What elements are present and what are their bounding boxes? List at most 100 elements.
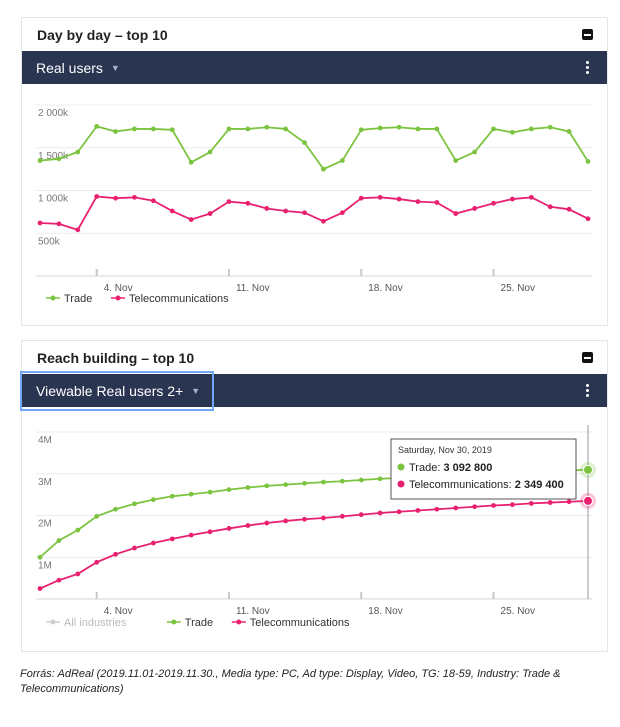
legend-item-all-industries[interactable]: All industries [46,617,127,629]
data-point [510,129,515,135]
data-point [396,509,402,515]
data-point [207,489,213,495]
data-point [321,479,326,485]
data-point [264,206,270,211]
data-point [453,158,459,163]
data-point [396,196,402,202]
data-point [547,500,553,505]
data-point [358,477,364,483]
data-point [396,124,402,130]
data-point [94,559,100,565]
data-point [585,216,591,222]
x-tick-mark [95,592,98,599]
legend-swatch-dot [50,619,56,625]
data-point [415,126,421,132]
kebab-menu-icon[interactable] [586,61,589,74]
x-tick-mark [492,592,495,599]
legend-item-telecommunications[interactable]: Telecommunications [231,617,350,629]
data-point [302,140,307,146]
collapse-icon[interactable] [582,29,593,40]
x-tick-label: 11. Nov [236,606,270,617]
data-point [37,554,43,560]
data-point [245,485,251,490]
legend-item-trade[interactable]: Trade [46,293,92,305]
x-tick-mark [360,592,363,599]
data-point [510,502,515,508]
data-point [113,195,118,201]
metric-dropdown[interactable]: Real users ▼ [36,60,120,76]
data-point [264,483,270,489]
data-point [207,529,213,535]
data-point [302,516,307,522]
panel-header: Day by day – top 10 [22,18,607,51]
data-point [528,194,534,200]
legend-label: Trade [185,617,213,629]
x-tick-label: 25. Nov [501,606,535,617]
data-point [56,156,62,162]
data-point [434,200,440,205]
chevron-down-icon: ▼ [110,62,120,73]
x-tick-label: 18. Nov [368,606,402,617]
data-point [75,571,81,577]
data-point [150,126,156,132]
data-point [94,513,100,519]
data-point [377,476,383,482]
x-tick-mark [227,592,230,599]
day-by-day-chart: 500k 1 000k 1 500k 2 000k 4. Nov 11. Nov 18. N… [36,104,592,305]
x-tick-label: 25. Nov [501,283,535,294]
legend-label: Trade [64,293,92,305]
data-point [528,500,534,506]
data-point [283,208,289,214]
legend-item-telecommunications[interactable]: Telecommunications [111,293,229,305]
data-point [434,506,440,512]
y-tick-label: 1 500k [38,151,69,162]
data-point [339,158,345,163]
panel-header: Reach building – top 10 [22,341,607,374]
data-point [75,527,81,533]
data-point [415,199,421,205]
legend-swatch-dot [115,295,121,301]
data-point [132,501,137,507]
metric-dropdown[interactable]: Viewable Real users 2+ ▼ [19,370,215,411]
data-point [37,158,43,163]
x-tick-mark [360,269,363,276]
data-point [56,538,62,543]
data-point [226,199,232,205]
data-point [226,126,232,132]
data-point [510,196,515,202]
data-point [188,491,194,497]
data-point [132,194,137,200]
data-point [150,497,156,503]
data-point [434,126,440,132]
data-point [132,126,137,132]
data-point [94,123,100,129]
legend-swatch-dot [50,295,56,301]
data-point [377,510,383,516]
data-point [566,206,572,212]
metric-dropdown-label: Real users [36,59,103,76]
legend-item-trade[interactable]: Trade [166,617,213,629]
data-point [491,200,496,206]
kebab-menu-icon[interactable] [586,384,589,397]
legend-label: All industries [64,617,127,629]
series-line [39,500,589,590]
data-point [188,532,194,538]
data-point [339,210,345,216]
x-tick-label: 4. Nov [104,283,133,294]
data-point [358,195,364,201]
data-point [264,124,270,130]
collapse-icon[interactable] [582,352,593,363]
data-point [169,208,175,214]
tooltip-row-label: Telecommunications: [409,479,515,491]
reach-building-chart: 1M 2M 3M 4M 4. Nov 11. Nov 18. Nov 25. Nov All i… [36,425,596,629]
x-tick-label: 18. Nov [368,283,402,294]
y-tick-label: 500k [38,236,61,247]
data-point [207,211,213,216]
tooltip-row: Trade: 3 092 800 [409,462,492,474]
data-point [245,126,251,132]
data-point [188,159,194,165]
metric-dropdown-label: Viewable Real users 2+ [36,382,184,399]
panel-title: Day by day – top 10 [37,26,168,43]
data-point [339,513,345,519]
legend-swatch-dot [236,619,242,625]
